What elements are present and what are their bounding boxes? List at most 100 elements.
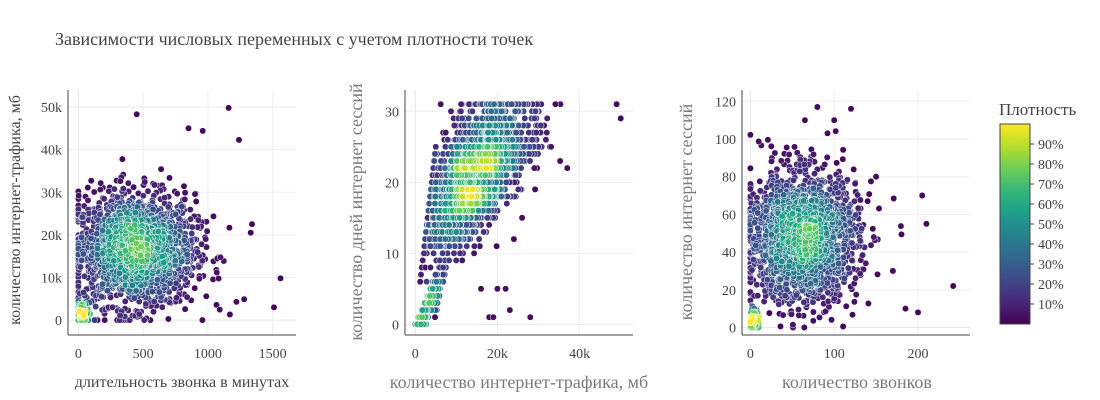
scatter-point	[432, 143, 440, 151]
scatter-point	[194, 216, 202, 224]
scatter-point	[456, 249, 464, 257]
scatter-point	[439, 249, 447, 257]
scatter-point	[749, 256, 757, 264]
scatter-point	[132, 287, 140, 295]
scatter-point	[517, 164, 525, 172]
scatter-point	[137, 243, 145, 250]
scatter-points	[411, 100, 625, 328]
scatter-point	[858, 225, 866, 233]
scatter-point	[96, 186, 104, 194]
scatter-point	[757, 263, 765, 271]
scatter-point	[811, 170, 818, 178]
x-tick-label: 0	[412, 347, 419, 362]
scatter-point	[809, 317, 817, 325]
scatter-point	[80, 272, 88, 280]
scatter-point	[172, 210, 180, 218]
scatter-point	[116, 312, 124, 320]
scatter-point	[824, 297, 832, 305]
y-tick-label: 100	[715, 133, 736, 148]
y-tick-label: 50k	[41, 101, 62, 116]
scatter-point	[185, 124, 192, 132]
scatter-point	[458, 114, 466, 122]
scatter-point	[150, 308, 157, 316]
scatter-point	[439, 264, 447, 271]
scatter-point	[839, 146, 847, 154]
scatter-point	[84, 196, 92, 204]
scatter-point	[481, 150, 489, 158]
scatter-point	[800, 298, 808, 306]
scatter-point	[783, 144, 791, 151]
scatter-point	[431, 200, 439, 208]
scatter-point	[800, 160, 808, 168]
scatter-point	[503, 129, 511, 137]
scatter-point	[890, 195, 898, 202]
scatter-point	[441, 164, 449, 172]
y-tick-label: 60	[722, 208, 736, 223]
scatter-point	[133, 110, 141, 118]
scatter-point	[551, 100, 559, 108]
scatter-point	[87, 177, 95, 185]
x-tick-label: 20k	[487, 347, 508, 362]
scatter-point	[186, 206, 194, 214]
scatter-point	[164, 203, 172, 211]
scatter-point	[425, 235, 433, 243]
scatter-point	[463, 242, 471, 250]
scatter-point	[869, 225, 877, 233]
scatter-point	[84, 184, 92, 192]
scatter-point	[450, 122, 458, 129]
scatter-point	[485, 136, 493, 144]
scatter-point	[425, 299, 433, 307]
scatter-point	[852, 291, 860, 299]
scatter-point	[922, 220, 930, 228]
scatter-point	[456, 214, 464, 222]
scatter-point	[188, 230, 196, 237]
scatter-point	[746, 164, 754, 172]
scatter-point	[556, 157, 564, 165]
scatter-point	[158, 303, 166, 311]
scatter-point	[180, 182, 188, 190]
scatter-point	[240, 295, 248, 303]
scatter-point	[826, 173, 834, 181]
scatter-point	[447, 143, 455, 151]
scatter-point	[542, 136, 550, 144]
y-tick-label: 120	[715, 95, 736, 110]
scatter-point	[426, 292, 434, 300]
y-tick-label: 20	[385, 176, 399, 191]
x-tick-label: 1500	[259, 347, 287, 362]
scatter-point	[93, 244, 101, 252]
scatter-point	[100, 195, 108, 203]
scatter-point	[777, 157, 785, 165]
scatter-point	[828, 316, 835, 324]
x-axis-title: количество звонков	[782, 372, 932, 392]
scatter-point	[791, 143, 798, 151]
x-tick-label: 1000	[194, 347, 222, 362]
scatter-point	[489, 313, 497, 321]
scatter-point	[423, 278, 431, 286]
scatter-point	[484, 143, 492, 151]
scatter-point	[155, 288, 163, 296]
scatter-point	[270, 303, 278, 311]
scatter-point	[468, 107, 476, 115]
scatter-point	[543, 114, 551, 122]
scatter-point	[840, 253, 847, 261]
scatter-point	[427, 264, 434, 271]
scatter-point	[74, 282, 82, 290]
scatter-point	[458, 256, 466, 264]
scatter-point	[181, 195, 189, 203]
scatter-point	[116, 177, 124, 185]
scatter-point	[753, 281, 761, 289]
scatter-point	[192, 198, 200, 205]
scatter-point	[809, 184, 817, 192]
scatter-point	[431, 193, 439, 200]
scatter-point	[183, 251, 191, 258]
scatter-point	[203, 227, 211, 235]
scatter-point	[277, 274, 284, 282]
scatter-point	[418, 313, 426, 321]
scatter-point	[101, 316, 109, 324]
scatter-point	[119, 185, 127, 193]
scatter-point	[498, 107, 505, 115]
scatter-point	[436, 242, 444, 250]
scatter-point	[436, 256, 444, 264]
scatter-point	[450, 249, 458, 257]
